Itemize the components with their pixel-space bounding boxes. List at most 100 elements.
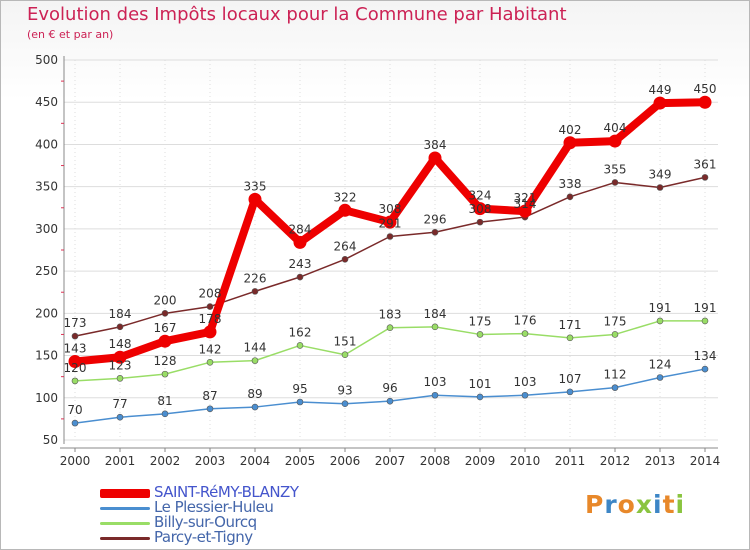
data-label-le-plessier-huleu-2014: 134 [694, 349, 717, 363]
chart-title: Evolution des Impôts locaux pour la Comm… [27, 4, 567, 25]
data-point-parcy-et-tigny-2012 [611, 179, 619, 186]
data-point-le-plessier-huleu-2014 [701, 365, 709, 373]
data-point-billy-sur-ourcq-2013 [656, 317, 664, 325]
data-point-saint-r-my-blanzy-2009 [473, 202, 487, 216]
data-point-billy-sur-ourcq-2002 [161, 370, 169, 378]
legend-swatch-parcy-et-tigny [100, 537, 150, 540]
data-point-le-plessier-huleu-2013 [656, 374, 664, 381]
data-label-saint-r-my-blanzy-2008: 384 [424, 138, 447, 152]
data-point-le-plessier-huleu-2004 [251, 403, 259, 411]
data-label-saint-r-my-blanzy-2013: 449 [649, 83, 672, 97]
data-point-le-plessier-huleu-2003 [206, 405, 214, 413]
data-label-saint-r-my-blanzy-2010: 321 [514, 191, 537, 205]
data-point-saint-r-my-blanzy-2005 [293, 235, 307, 249]
data-label-parcy-et-tigny-2003: 208 [199, 287, 222, 301]
data-label-parcy-et-tigny-2014: 361 [694, 157, 717, 171]
data-label-saint-r-my-blanzy-2007: 308 [379, 202, 402, 216]
data-label-saint-r-my-blanzy-2011: 402 [559, 123, 582, 137]
data-label-parcy-et-tigny-2007: 291 [379, 216, 402, 230]
data-point-parcy-et-tigny-2001 [116, 323, 124, 331]
y-tick-label-400: 400 [35, 137, 58, 151]
data-point-parcy-et-tigny-2002 [161, 310, 169, 317]
brand-letter: t [662, 490, 676, 519]
data-label-billy-sur-ourcq-2002: 128 [154, 354, 177, 368]
data-point-saint-r-my-blanzy-2008 [428, 151, 442, 165]
x-tick-label-2002: 2002 [150, 454, 181, 468]
data-point-le-plessier-huleu-2002 [161, 410, 169, 418]
data-point-saint-r-my-blanzy-2002 [158, 334, 172, 348]
data-point-billy-sur-ourcq-2011 [566, 334, 574, 342]
data-label-le-plessier-huleu-2000: 70 [67, 403, 82, 417]
data-point-billy-sur-ourcq-2000 [71, 377, 79, 385]
data-label-billy-sur-ourcq-2004: 144 [244, 341, 267, 355]
brand-letter: P [585, 490, 605, 519]
data-point-saint-r-my-blanzy-2012 [608, 134, 622, 148]
brand-logo: Proxiti [585, 490, 685, 519]
legend-label-billy-sur-ourcq: Billy-sur-Ourcq [154, 513, 257, 531]
data-point-saint-r-my-blanzy-2013 [653, 96, 667, 110]
data-point-saint-r-my-blanzy-2014 [698, 95, 712, 109]
legend-swatch-billy-sur-ourcq [100, 522, 150, 525]
data-label-billy-sur-ourcq-2008: 184 [424, 307, 447, 321]
data-point-saint-r-my-blanzy-2003 [203, 325, 217, 339]
data-label-le-plessier-huleu-2004: 89 [247, 387, 262, 401]
data-label-saint-r-my-blanzy-2003: 178 [199, 312, 222, 326]
data-point-le-plessier-huleu-2011 [566, 388, 574, 396]
y-tick-label-500: 500 [35, 53, 58, 67]
data-label-billy-sur-ourcq-2009: 175 [469, 314, 492, 328]
brand-letter: i [653, 490, 663, 519]
data-label-parcy-et-tigny-2001: 184 [109, 307, 132, 321]
y-tick-label-50: 50 [43, 433, 58, 447]
data-point-parcy-et-tigny-2014 [701, 174, 709, 181]
data-label-le-plessier-huleu-2006: 93 [337, 384, 352, 398]
legend-label-saint-r-my-blanzy: SAINT-RéMY-BLANZY [154, 483, 299, 501]
data-label-saint-r-my-blanzy-2001: 148 [109, 337, 132, 351]
data-label-le-plessier-huleu-2013: 124 [649, 358, 672, 372]
data-point-le-plessier-huleu-2000 [71, 419, 79, 427]
data-label-billy-sur-ourcq-2012: 175 [604, 314, 627, 328]
data-label-billy-sur-ourcq-2005: 162 [289, 325, 312, 339]
brand-letter: x [635, 490, 653, 519]
data-label-billy-sur-ourcq-2010: 176 [514, 314, 537, 328]
data-label-saint-r-my-blanzy-2009: 324 [469, 189, 492, 203]
data-point-parcy-et-tigny-2000 [71, 332, 79, 340]
brand-letter: i [675, 490, 686, 519]
data-point-parcy-et-tigny-2011 [566, 193, 574, 201]
data-label-le-plessier-huleu-2008: 103 [424, 375, 447, 389]
data-label-billy-sur-ourcq-2011: 171 [559, 318, 582, 332]
data-label-le-plessier-huleu-2001: 77 [112, 397, 127, 411]
y-tick-label-450: 450 [35, 95, 58, 109]
data-label-parcy-et-tigny-2012: 355 [604, 162, 627, 176]
data-point-billy-sur-ourcq-2003 [206, 359, 214, 366]
data-point-le-plessier-huleu-2009 [476, 393, 484, 401]
data-point-parcy-et-tigny-2009 [476, 218, 484, 226]
data-label-le-plessier-huleu-2002: 81 [157, 394, 172, 408]
y-tick-label-100: 100 [35, 391, 58, 405]
data-label-parcy-et-tigny-2008: 296 [424, 212, 447, 226]
data-point-parcy-et-tigny-2007 [386, 233, 394, 240]
data-point-parcy-et-tigny-2008 [431, 228, 439, 236]
x-tick-label-2010: 2010 [510, 454, 541, 468]
data-point-saint-r-my-blanzy-2011 [563, 136, 577, 150]
data-point-parcy-et-tigny-2004 [251, 288, 259, 295]
data-label-saint-r-my-blanzy-2012: 404 [604, 121, 627, 135]
data-label-parcy-et-tigny-2004: 226 [244, 271, 267, 285]
data-label-billy-sur-ourcq-2001: 123 [109, 358, 132, 372]
data-point-saint-r-my-blanzy-2001 [113, 350, 127, 364]
data-label-parcy-et-tigny-2009: 308 [469, 202, 492, 216]
data-point-billy-sur-ourcq-2010 [521, 330, 529, 337]
data-point-billy-sur-ourcq-2009 [476, 331, 484, 338]
y-tick-label-350: 350 [35, 180, 58, 194]
data-label-saint-r-my-blanzy-2014: 450 [694, 82, 717, 96]
data-point-le-plessier-huleu-2006 [341, 400, 349, 407]
data-point-billy-sur-ourcq-2001 [116, 375, 124, 382]
y-tick-label-150: 150 [35, 349, 58, 363]
x-tick-label-2013: 2013 [645, 454, 676, 468]
data-label-billy-sur-ourcq-2006: 151 [334, 335, 357, 349]
x-tick-label-2011: 2011 [555, 454, 586, 468]
data-point-le-plessier-huleu-2012 [611, 384, 619, 391]
data-label-saint-r-my-blanzy-2002: 167 [154, 321, 177, 335]
data-label-le-plessier-huleu-2010: 103 [514, 375, 537, 389]
data-label-billy-sur-ourcq-2007: 183 [379, 308, 402, 322]
x-tick-label-2000: 2000 [60, 454, 91, 468]
